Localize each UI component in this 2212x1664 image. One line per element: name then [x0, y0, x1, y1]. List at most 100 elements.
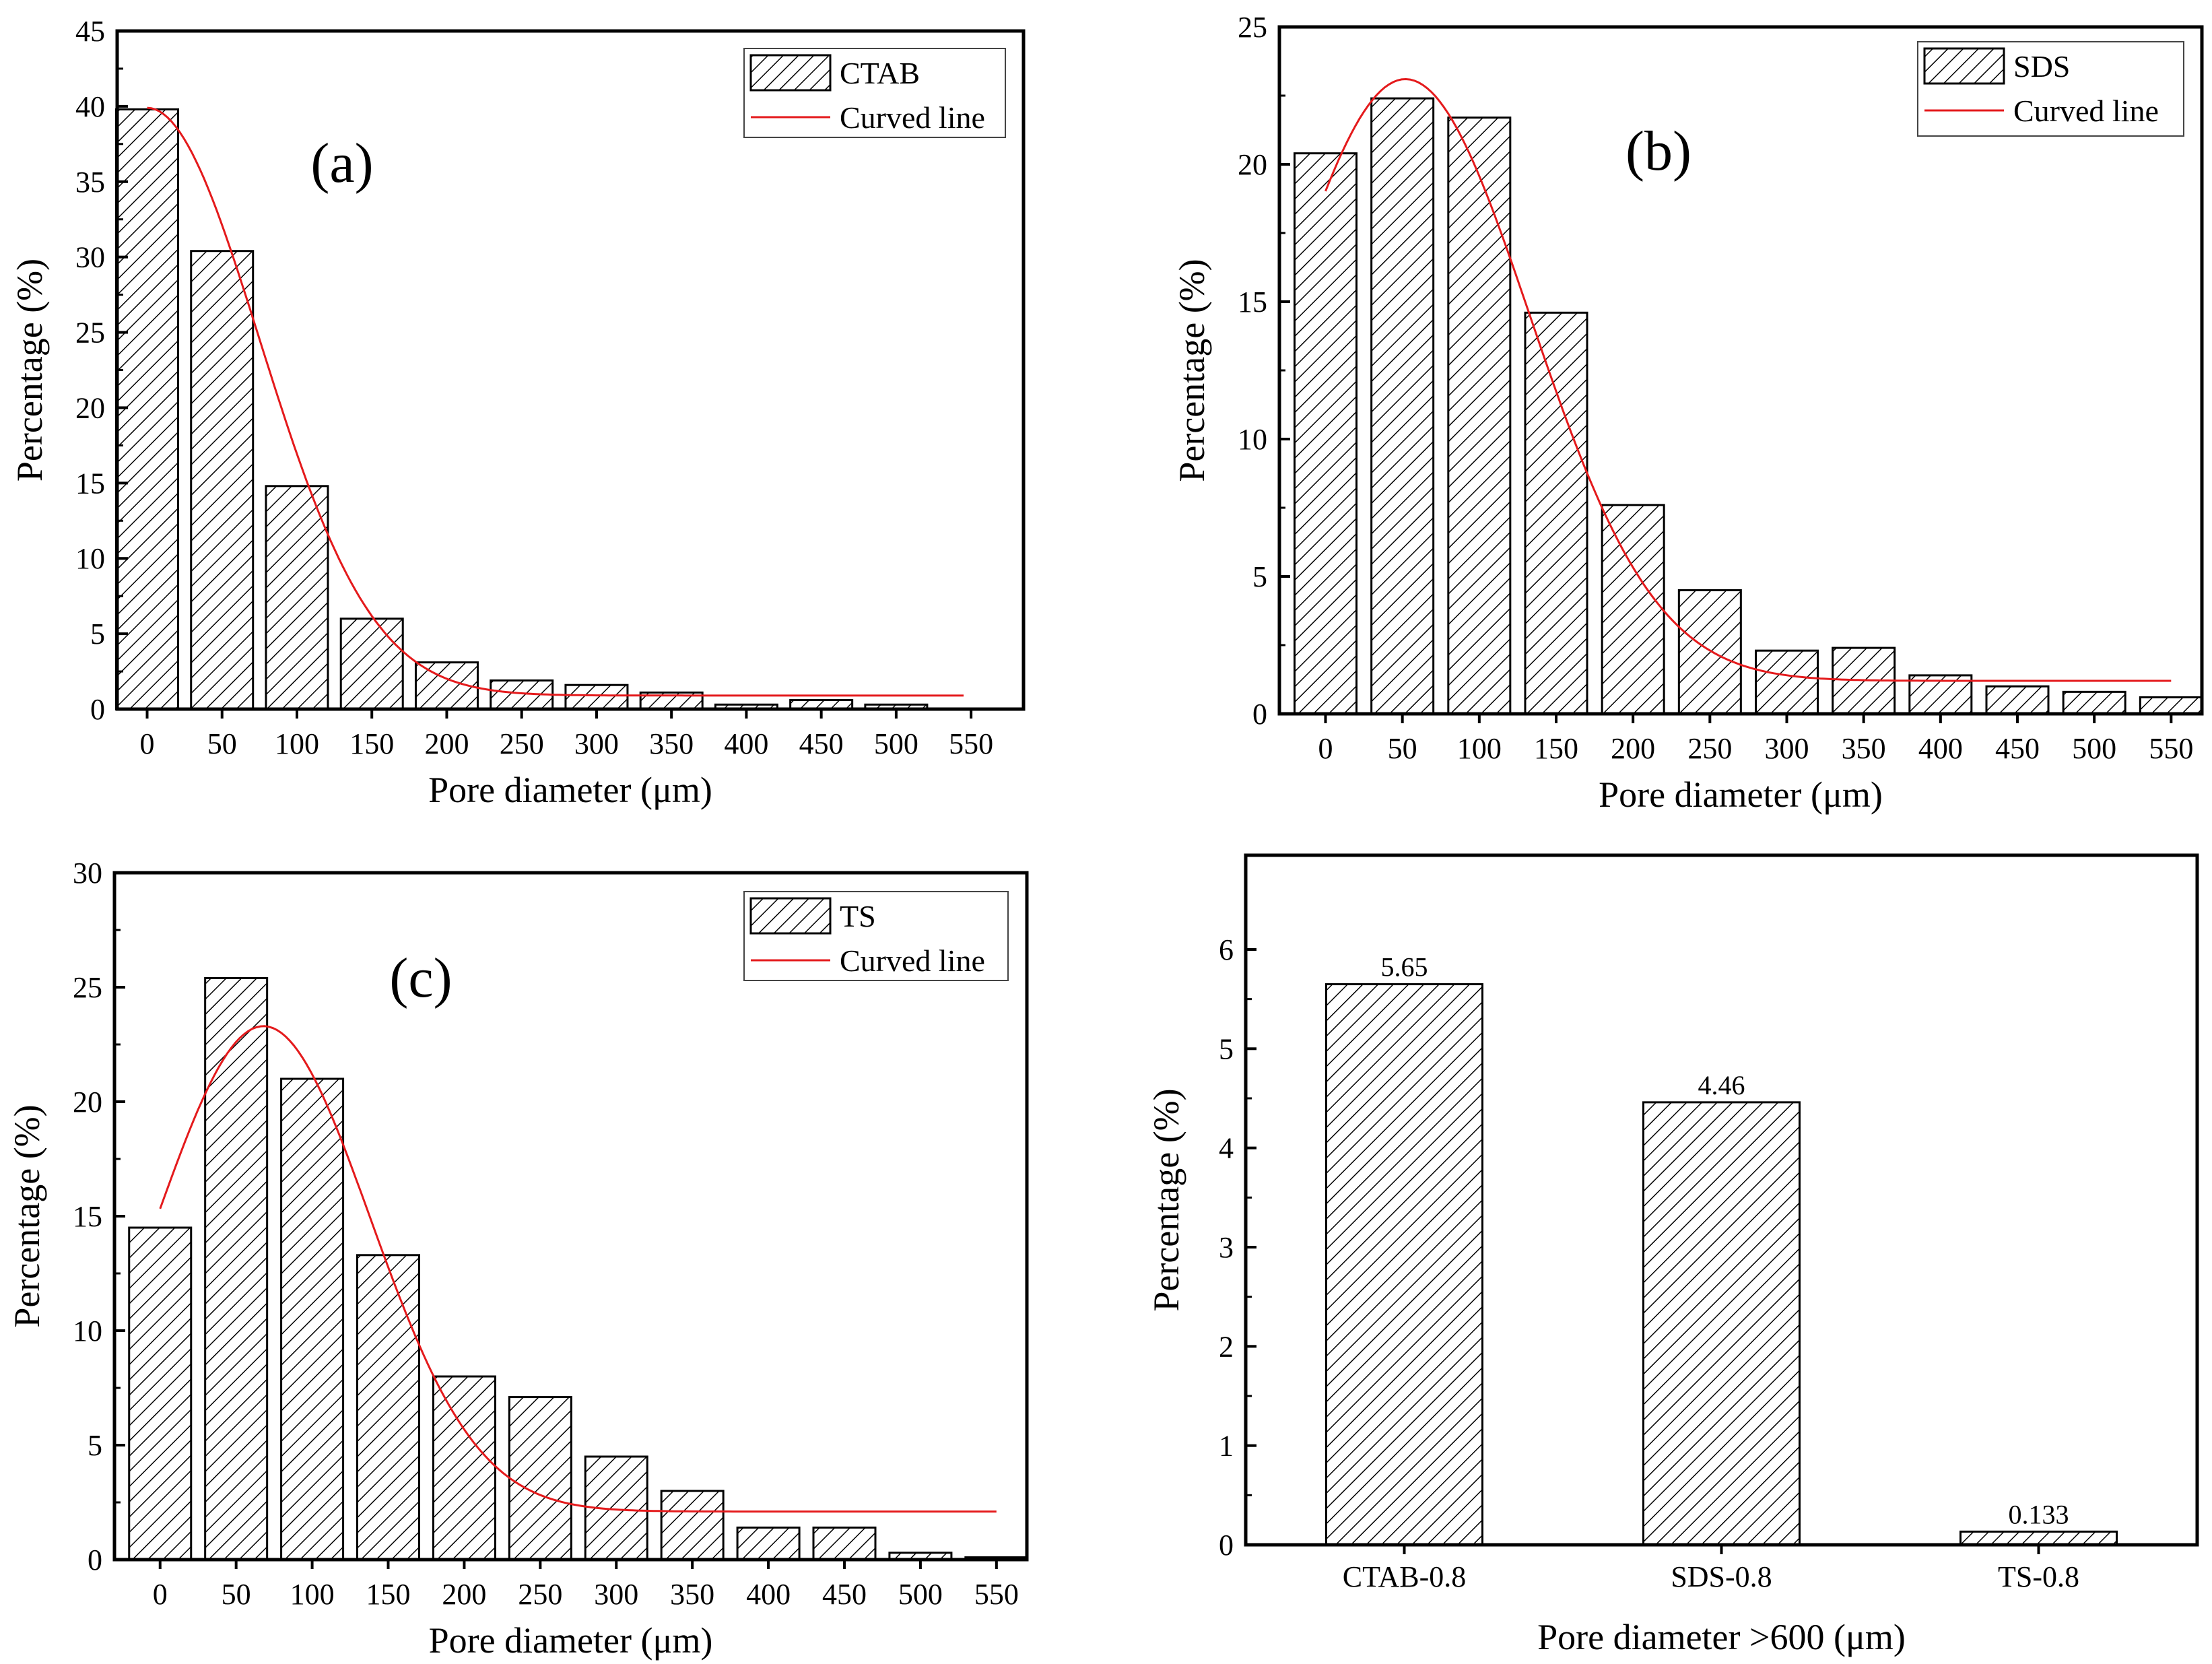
- x-tick-label: 250: [518, 1578, 562, 1611]
- y-tick-label: 15: [75, 467, 105, 500]
- legend: SDS Curved line: [1917, 41, 2184, 137]
- y-tick-label: 1: [1219, 1430, 1234, 1463]
- y-tick-label: 15: [73, 1200, 102, 1233]
- x-tick-label: 350: [1842, 732, 1886, 765]
- x-tick-label: 500: [898, 1578, 943, 1611]
- y-tick-label: 15: [1238, 286, 1267, 319]
- y-tick-label: 25: [75, 317, 105, 350]
- y-tick-label: 4: [1219, 1132, 1234, 1165]
- x-tick-label: 550: [2149, 732, 2193, 765]
- bar: [660, 1490, 725, 1561]
- bar: [1959, 1530, 2118, 1546]
- y-tick-label: 35: [75, 166, 105, 199]
- legend-swatch-bars: [1923, 47, 2005, 85]
- y-tick-label: 25: [1238, 11, 1267, 44]
- y-tick-label: 5: [1219, 1032, 1234, 1065]
- legend-swatch-bars: [749, 54, 832, 92]
- fitted-curve-line: [159, 1025, 997, 1513]
- y-tick-label: 45: [75, 15, 105, 48]
- panel-label: (c): [389, 947, 452, 1009]
- legend: TS Curved line: [743, 891, 1009, 981]
- x-tick-label: 100: [290, 1578, 335, 1611]
- y-tick-label: 30: [73, 857, 102, 890]
- y-tick-label: 20: [1238, 148, 1267, 181]
- x-tick-label: 550: [974, 1578, 1019, 1611]
- y-tick-label: 10: [75, 542, 105, 575]
- bar: [1370, 97, 1435, 715]
- y-axis-title: Percentage (%): [1146, 1088, 1186, 1311]
- legend-label-series: CTAB: [840, 56, 920, 90]
- y-tick-label: 6: [1219, 933, 1234, 966]
- x-tick-label: 500: [874, 727, 918, 760]
- bar: [280, 1077, 345, 1561]
- x-tick-label: 50: [222, 1578, 251, 1611]
- bar: [564, 684, 629, 710]
- x-tick-label: 200: [1611, 732, 1655, 765]
- bar: [1524, 311, 1588, 715]
- y-tick-label: 40: [75, 90, 105, 123]
- bar: [1325, 983, 1483, 1546]
- fitted-curve-line: [147, 106, 964, 697]
- bar: [432, 1375, 496, 1561]
- x-tick-label: 0: [153, 1578, 168, 1611]
- legend-label-curve: Curved line: [2013, 94, 2159, 128]
- legend-label-series: TS: [840, 899, 876, 933]
- y-tick-label: 5: [90, 618, 105, 651]
- y-tick-label: 0: [1252, 698, 1267, 731]
- y-tick-label: 20: [73, 1086, 102, 1119]
- x-axis-title: Pore diameter (μm): [429, 1620, 713, 1661]
- x-tick-label: 0: [1318, 732, 1333, 765]
- x-tick-label: 500: [2072, 732, 2116, 765]
- y-axis-title: Percentage (%): [7, 1104, 47, 1327]
- bar: [1985, 685, 2050, 715]
- x-tick-label: 400: [746, 1578, 791, 1611]
- x-tick-label: 550: [949, 727, 993, 760]
- bar: [114, 108, 179, 710]
- x-axis-title: Pore diameter (μm): [1599, 774, 1883, 815]
- y-tick-label: 0: [1219, 1529, 1234, 1562]
- x-tick-label: 400: [724, 727, 768, 760]
- y-tick-label: 5: [1252, 560, 1267, 593]
- x-tick-label: 300: [574, 727, 619, 760]
- x-tick-label: 0: [139, 727, 154, 760]
- x-tick-label: 100: [275, 727, 319, 760]
- y-tick-label: 0: [88, 1543, 102, 1576]
- bar: [339, 618, 404, 710]
- bar: [2139, 696, 2203, 715]
- y-tick-label: 30: [75, 241, 105, 274]
- x-tick-label: 200: [424, 727, 469, 760]
- x-axis-title: Pore diameter >600 (μm): [1537, 1617, 1906, 1657]
- x-tick-label: 450: [822, 1578, 867, 1611]
- x-tick-label: 450: [1995, 732, 2040, 765]
- bar: [812, 1526, 877, 1561]
- y-axis-title: Percentage (%): [1172, 259, 1212, 481]
- y-tick-label: 2: [1219, 1330, 1234, 1363]
- bar: [1677, 589, 1742, 715]
- bar: [190, 250, 255, 710]
- bar: [128, 1226, 193, 1561]
- x-tick-label: CTAB-0.8: [1343, 1560, 1466, 1593]
- bar-value-label: 4.46: [1698, 1070, 1745, 1100]
- x-axis-title: Pore diameter (μm): [428, 770, 712, 810]
- x-tick-label: 150: [366, 1578, 411, 1611]
- legend: CTAB Curved line: [743, 48, 1006, 138]
- bar: [1601, 504, 1665, 715]
- x-tick-label: 350: [670, 1578, 714, 1611]
- x-tick-label: 250: [500, 727, 544, 760]
- fitted-curve-line: [1325, 77, 2172, 682]
- chart-panel-4: 5.65 4.46 0.133 0 1 2 3 4 5 6 CTAB-0.8 SDS-0.8 TS-0.…: [1146, 853, 2199, 1657]
- x-tick-label: 350: [649, 727, 694, 760]
- x-tick-label: 450: [799, 727, 844, 760]
- bar: [265, 485, 329, 710]
- bar: [1294, 152, 1358, 715]
- bar-value-label: 0.133: [2009, 1499, 2069, 1529]
- x-tick-label: 50: [1388, 732, 1417, 765]
- bar-value-label: 5.65: [1381, 952, 1428, 983]
- x-tick-label: 200: [442, 1578, 486, 1611]
- bar: [508, 1396, 572, 1561]
